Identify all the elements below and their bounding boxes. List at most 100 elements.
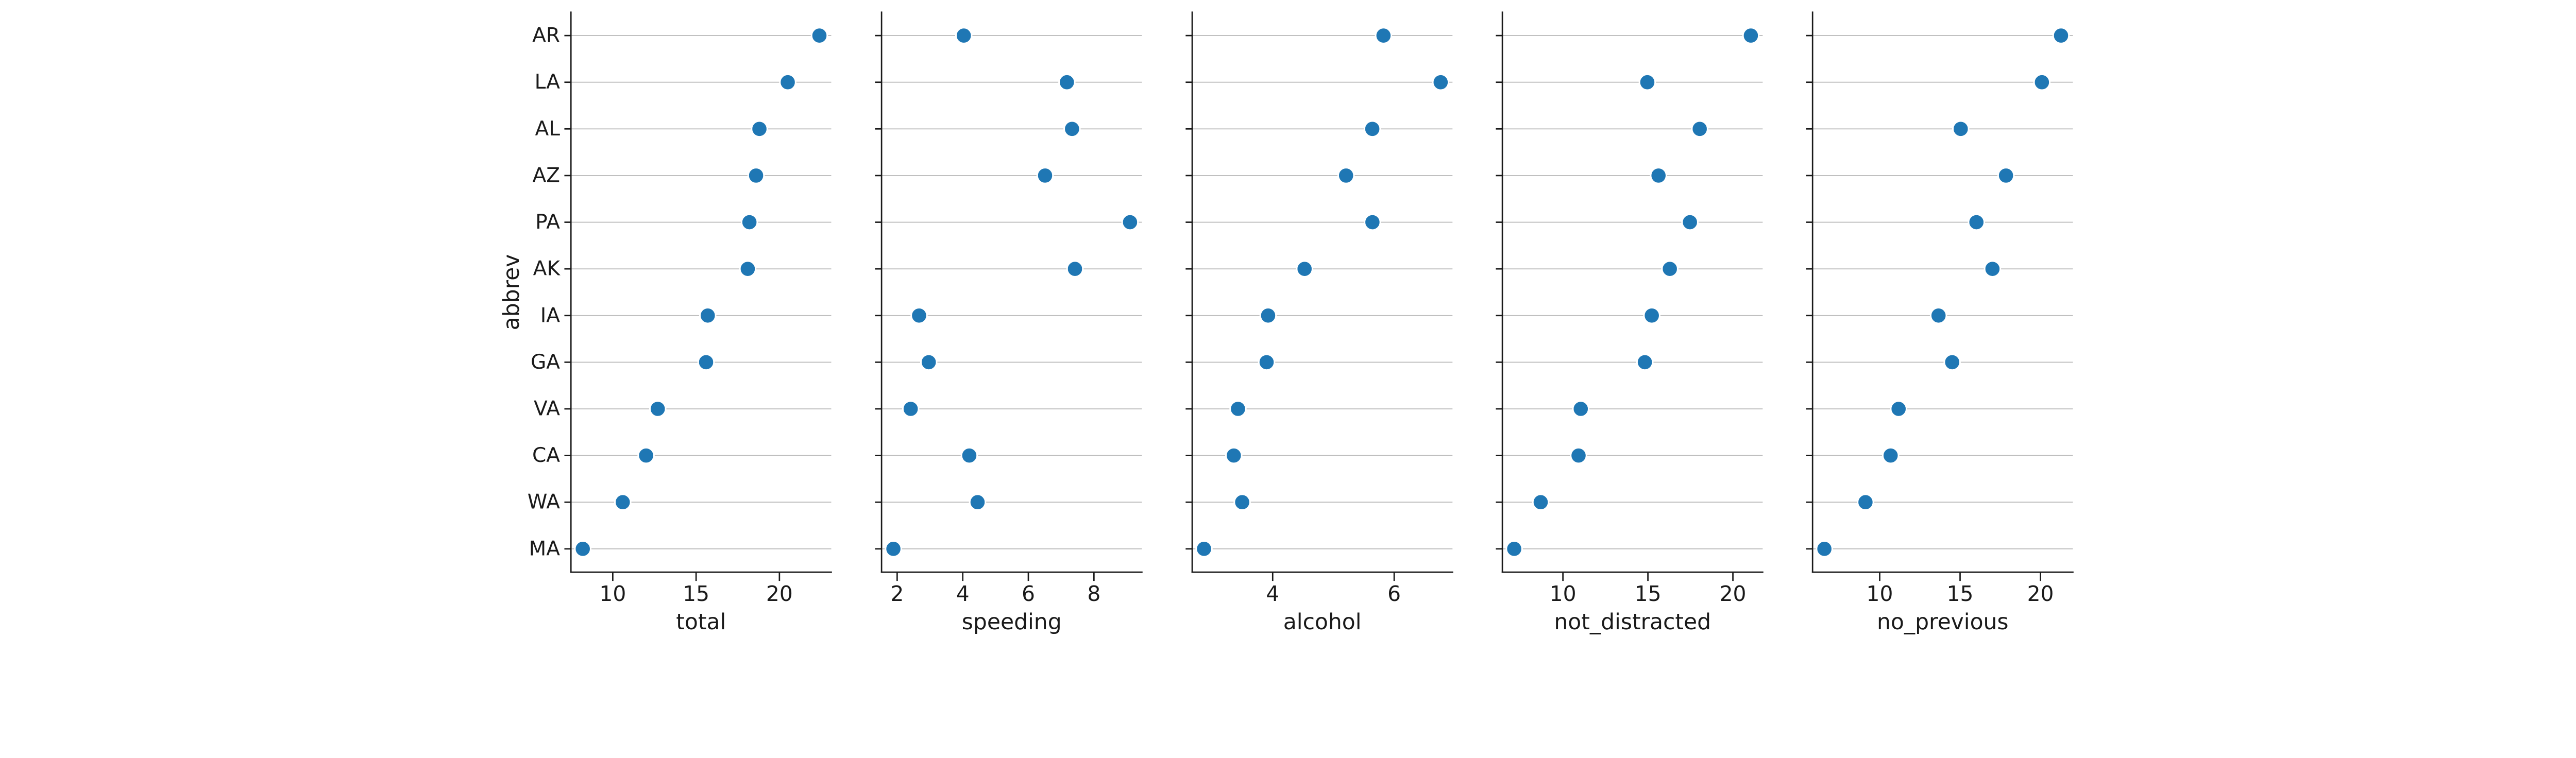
data-dot-AK bbox=[1066, 260, 1084, 278]
data-dot-LA bbox=[1058, 73, 1076, 91]
data-dot-AL bbox=[1691, 120, 1708, 138]
data-dot-VA bbox=[902, 400, 920, 418]
data-dot-WA bbox=[614, 493, 632, 511]
data-dot-VA bbox=[1572, 400, 1590, 418]
data-dot-CA bbox=[1570, 446, 1587, 464]
data-dot-AZ bbox=[747, 167, 765, 184]
figure: 10 15 20 total AR LA AL AZ PA AK IA GA VA CA WA MA 2 4 6 8 s… bbox=[0, 0, 2576, 644]
panel-alcohol: 4 6 alcohol bbox=[1185, 11, 1453, 635]
data-dot-GA bbox=[920, 353, 938, 371]
y-tick-label-LA: LA bbox=[535, 71, 561, 94]
data-dot-LA bbox=[1638, 73, 1656, 91]
pairgrid-dot-plot-chart: 10 15 20 total AR LA AL AZ PA AK IA GA VA CA WA MA 2 4 6 8s… bbox=[0, 0, 2576, 644]
data-dot-MA bbox=[885, 540, 902, 558]
y-tick-label-VA: VA bbox=[534, 398, 560, 421]
data-dot-PA bbox=[1121, 213, 1139, 231]
y-tick-label-IA: IA bbox=[540, 304, 561, 327]
x-axis-label: alcohol bbox=[1283, 610, 1362, 635]
y-tick-label-CA: CA bbox=[532, 444, 560, 467]
data-dot-GA bbox=[697, 353, 715, 371]
x-tick-label: 20 bbox=[2027, 581, 2054, 606]
data-dot-AZ bbox=[1337, 167, 1355, 184]
data-dot-WA bbox=[1233, 493, 1251, 511]
data-dot-GA bbox=[1258, 353, 1276, 371]
data-dot-GA bbox=[1943, 353, 1961, 371]
data-dot-AK bbox=[739, 260, 757, 278]
data-dot-IA bbox=[1259, 307, 1277, 324]
y-tick-label-GA: GA bbox=[531, 351, 560, 374]
x-tick-label: 20 bbox=[1720, 581, 1747, 606]
data-dot-AZ bbox=[1997, 167, 2015, 184]
x-tick-label: 15 bbox=[1947, 581, 1974, 606]
data-dot-GA bbox=[1636, 353, 1654, 371]
x-tick-label: 4 bbox=[1266, 581, 1279, 606]
data-dot-CA bbox=[1882, 446, 1900, 464]
data-dot-VA bbox=[1229, 400, 1247, 418]
x-tick-label: 15 bbox=[1635, 581, 1662, 606]
x-tick-label: 8 bbox=[1087, 581, 1100, 606]
panel-total: 10 15 20 total AR LA AL AZ PA AK IA GA VA CA WA MA bbox=[528, 11, 832, 635]
data-dot-AL bbox=[1063, 120, 1081, 138]
x-axis-label: total bbox=[676, 610, 726, 635]
data-dot-AR bbox=[810, 27, 828, 44]
data-dot-AR bbox=[1375, 27, 1393, 44]
panel-no_previous: 10 15 20 no_previous bbox=[1806, 11, 2074, 635]
data-dot-MA bbox=[1505, 540, 1523, 558]
x-tick-label: 2 bbox=[890, 581, 904, 606]
y-tick-label-AL: AL bbox=[535, 117, 560, 141]
x-tick-label: 4 bbox=[956, 581, 970, 606]
data-dot-AL bbox=[1363, 120, 1381, 138]
data-dot-MA bbox=[1195, 540, 1213, 558]
plot-background bbox=[0, 0, 2576, 644]
data-dot-CA bbox=[960, 446, 978, 464]
data-dot-AK bbox=[1296, 260, 1313, 278]
data-dot-AR bbox=[1742, 27, 1760, 44]
data-dot-MA bbox=[1816, 540, 1833, 558]
data-dot-VA bbox=[649, 400, 667, 418]
y-tick-label-MA: MA bbox=[529, 537, 561, 560]
y-axis-label: abbrev bbox=[499, 254, 524, 331]
x-axis-label: speeding bbox=[962, 610, 1062, 635]
x-tick-label: 6 bbox=[1022, 581, 1035, 606]
data-dot-AR bbox=[2052, 27, 2070, 44]
data-dot-IA bbox=[910, 307, 928, 324]
data-dot-AL bbox=[751, 120, 768, 138]
data-dot-AK bbox=[1661, 260, 1679, 278]
data-dot-PA bbox=[1364, 213, 1381, 231]
data-dot-VA bbox=[1890, 400, 1907, 418]
data-dot-WA bbox=[1532, 493, 1550, 511]
data-dot-LA bbox=[1432, 73, 1450, 91]
data-dot-AZ bbox=[1650, 167, 1667, 184]
data-dot-CA bbox=[637, 446, 655, 464]
data-dot-IA bbox=[699, 307, 717, 324]
x-axis-label: not_distracted bbox=[1554, 610, 1711, 635]
x-tick-label: 20 bbox=[766, 581, 793, 606]
y-tick-label-WA: WA bbox=[528, 491, 560, 514]
y-tick-label-AR: AR bbox=[532, 24, 560, 47]
x-tick-label: 10 bbox=[1867, 581, 1893, 606]
data-dot-PA bbox=[740, 213, 758, 231]
x-tick-label: 6 bbox=[1387, 581, 1401, 606]
data-dot-IA bbox=[1643, 307, 1660, 324]
y-tick-label-PA: PA bbox=[535, 211, 560, 234]
data-dot-PA bbox=[1681, 213, 1699, 231]
y-tick-label-AK: AK bbox=[533, 257, 561, 281]
x-tick-label: 15 bbox=[683, 581, 709, 606]
panel-not_distracted: 10 15 20 not_distracted bbox=[1496, 11, 1764, 635]
data-dot-AL bbox=[1952, 120, 1970, 138]
data-dot-AZ bbox=[1036, 167, 1054, 184]
data-dot-AR bbox=[955, 27, 973, 44]
data-dot-LA bbox=[2033, 73, 2051, 91]
data-dot-MA bbox=[574, 540, 591, 558]
data-dot-AK bbox=[1984, 260, 2002, 278]
data-dot-IA bbox=[1929, 307, 1947, 324]
panel-speeding: 2 4 6 8 speeding bbox=[875, 11, 1143, 635]
data-dot-PA bbox=[1968, 213, 1985, 231]
data-dot-WA bbox=[1857, 493, 1874, 511]
x-tick-label: 10 bbox=[1550, 581, 1577, 606]
data-dot-LA bbox=[779, 73, 796, 91]
data-dot-WA bbox=[969, 493, 987, 511]
x-axis-label: no_previous bbox=[1877, 610, 2009, 635]
data-dot-CA bbox=[1225, 446, 1243, 464]
x-tick-label: 10 bbox=[599, 581, 626, 606]
